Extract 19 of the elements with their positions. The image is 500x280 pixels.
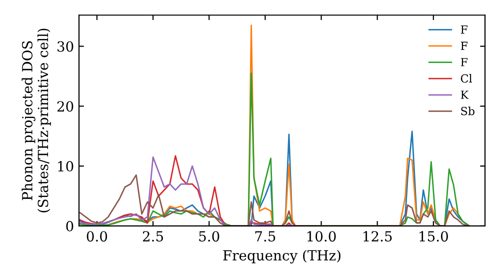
- legend-label: F: [460, 25, 468, 34]
- y-tick-label: 20: [57, 101, 74, 112]
- x-tick-label: 5.0: [199, 231, 220, 242]
- legend-label: Cl: [460, 74, 472, 83]
- x-tick-label: 12.5: [364, 231, 392, 242]
- y-tick-label: 30: [58, 41, 74, 52]
- x-tick-label: 7.5: [255, 231, 276, 242]
- legend-label: Sb: [461, 106, 474, 116]
- y-axis-title: Phonon projected DOS (States/THz·primitive cell): [22, 28, 51, 212]
- x-tick-label: 0.0: [86, 231, 108, 242]
- legend-label: F: [460, 42, 468, 50]
- legend-label: F: [460, 58, 468, 66]
- x-tick-label: 15.0: [420, 231, 448, 242]
- x-tick-label: 10.0: [307, 231, 336, 242]
- y-tick-label: 0: [66, 220, 74, 232]
- legend-label: K: [460, 90, 469, 99]
- y-tick-label: 10: [58, 161, 74, 172]
- x-axis-title: Frequency (THz): [223, 250, 340, 264]
- x-tick-label: 2.5: [142, 231, 163, 242]
